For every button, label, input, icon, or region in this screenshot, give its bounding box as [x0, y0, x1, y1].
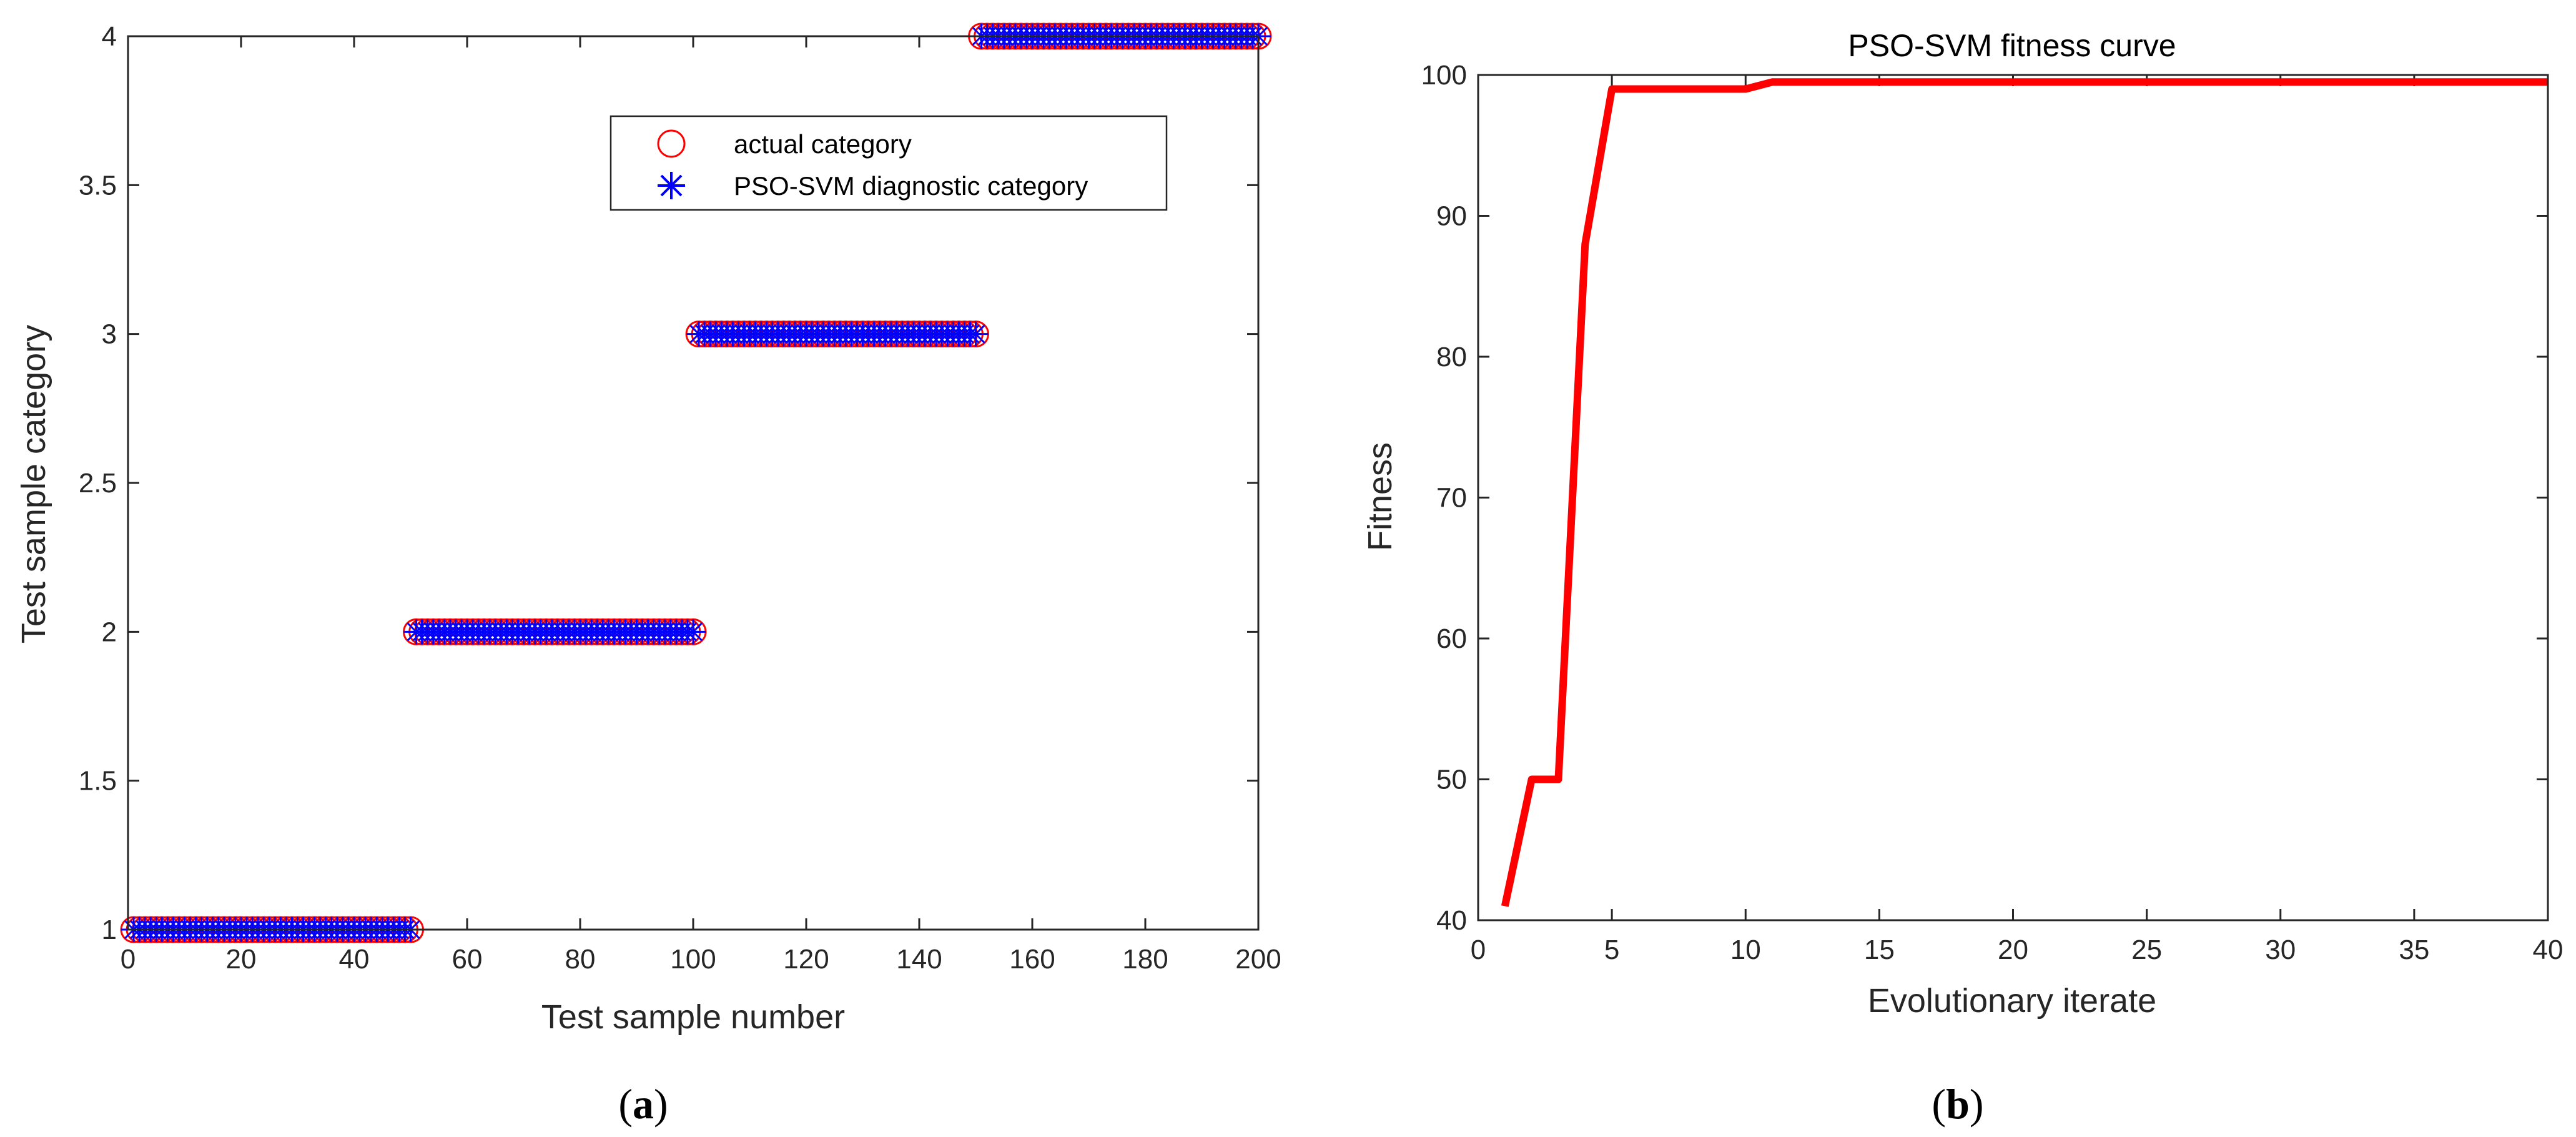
- panel-b-caption-close: ): [1970, 1080, 1984, 1128]
- panel-b-y-axis-label: Fitness: [1361, 442, 1399, 551]
- panel-a-caption-close: ): [654, 1080, 668, 1128]
- legend-entry-actual-category: actual category: [734, 129, 912, 159]
- diagnostic-category-point: [963, 321, 989, 347]
- panel-b-x-tick-label: 15: [1864, 935, 1895, 965]
- panel-b-x-tick-label: 0: [1471, 935, 1486, 965]
- panel-a-x-axis-label: Test sample number: [541, 998, 845, 1036]
- panel-a-x-tick-label: 100: [670, 944, 716, 975]
- panel-a-caption-letter: a: [633, 1080, 654, 1128]
- panel-b-x-tick-label: 10: [1730, 935, 1761, 965]
- panel-a-legend: actual category PSO-SVM diagnostic categ…: [609, 115, 1168, 211]
- panel-a-y-tick-label: 3.5: [79, 170, 117, 201]
- panel-a-y-tick-label: 4: [102, 21, 117, 52]
- legend-box: [609, 115, 1168, 211]
- panel-b-x-tick-label: 40: [2533, 935, 2564, 965]
- panel-a-y-tick-label: 3: [102, 319, 117, 350]
- panel-b-y-tick-label: 100: [1421, 60, 1467, 91]
- panel-b-y-tick-label: 60: [1436, 623, 1467, 654]
- panel-b-caption-letter: b: [1946, 1080, 1970, 1128]
- panel-b-x-tick-label: 35: [2399, 935, 2429, 965]
- panel-b-axes-box: [1477, 74, 2549, 921]
- panel-b-caption: (b): [1932, 1080, 1983, 1128]
- panel-a-x-tick-label: 180: [1122, 944, 1168, 975]
- panel-b-x-tick-label: 30: [2265, 935, 2296, 965]
- panel-b-x-axis-label: Evolutionary iterate: [1868, 982, 2156, 1020]
- panel-a-y-axis-label: Test sample category: [15, 325, 52, 643]
- panel-b-y-tick-label: 80: [1436, 342, 1467, 372]
- panel-b-caption-open: (: [1932, 1080, 1946, 1128]
- panel-b-y-tick-labels: 40 50 60 70 80 90 100: [1421, 60, 1467, 936]
- legend-entry-pso-svm-diagnostic-category: PSO-SVM diagnostic category: [734, 171, 1088, 201]
- panel-a-scatter-chart: 0 20 40 60 80 100 120 140 160 180 200 1 1.5 2 2.5 3 3.5…: [15, 21, 1281, 1128]
- panel-a-x-tick-labels: 0 20 40 60 80 100 120 140 160 180 200: [121, 944, 1281, 975]
- panel-a-x-tick-label: 160: [1009, 944, 1055, 975]
- panel-a-x-tick-label: 0: [121, 944, 136, 975]
- panel-a-x-tick-label: 140: [896, 944, 942, 975]
- panel-b-title: PSO-SVM fitness curve: [1848, 28, 2176, 63]
- legend-asterisk-marker-icon: [658, 172, 685, 199]
- panel-a-y-tick-labels: 1 1.5 2 2.5 3 3.5 4: [79, 21, 117, 945]
- panel-a-x-tick-label: 80: [565, 944, 596, 975]
- panel-b-x-tick-label: 20: [1998, 935, 2028, 965]
- panel-a-x-tick-label: 20: [226, 944, 257, 975]
- panel-b-x-tick-labels: 0 5 10 15 20 25 30 35 40: [1471, 935, 2564, 965]
- panel-b-plot-area: [1478, 75, 2548, 920]
- diagnostic-category-point: [681, 619, 706, 645]
- panel-a-y-tick-label: 1: [102, 915, 117, 945]
- panel-b-line-chart: PSO-SVM fitness curve 0 5 10 15 20 25 30 35 40 4…: [1361, 28, 2563, 1128]
- panel-b-x-tick-label: 25: [2131, 935, 2162, 965]
- panel-a-y-tick-label: 2.5: [79, 468, 117, 499]
- panel-a-y-tick-label: 2: [102, 617, 117, 647]
- panel-b-fitness-series-line: [1501, 78, 2548, 907]
- panel-b-x-tick-label: 5: [1604, 935, 1619, 965]
- panel-a-x-tick-label: 60: [452, 944, 483, 975]
- panel-a-caption: (a): [618, 1080, 668, 1128]
- panel-b-y-tick-label: 40: [1436, 905, 1467, 936]
- panel-b-y-tick-label: 90: [1436, 201, 1467, 232]
- legend-circle-marker-icon: [657, 129, 686, 158]
- panel-b-y-tick-label: 50: [1436, 765, 1467, 795]
- panel-b-y-tick-label: 70: [1436, 483, 1467, 514]
- panel-a-x-tick-label: 120: [783, 944, 829, 975]
- panel-a-axes-box: [127, 35, 1260, 931]
- panel-a-y-tick-label: 1.5: [79, 766, 117, 797]
- panel-a-x-tick-label: 40: [339, 944, 370, 975]
- panel-a-x-tick-label: 200: [1235, 944, 1281, 975]
- panel-a-caption-open: (: [618, 1080, 633, 1128]
